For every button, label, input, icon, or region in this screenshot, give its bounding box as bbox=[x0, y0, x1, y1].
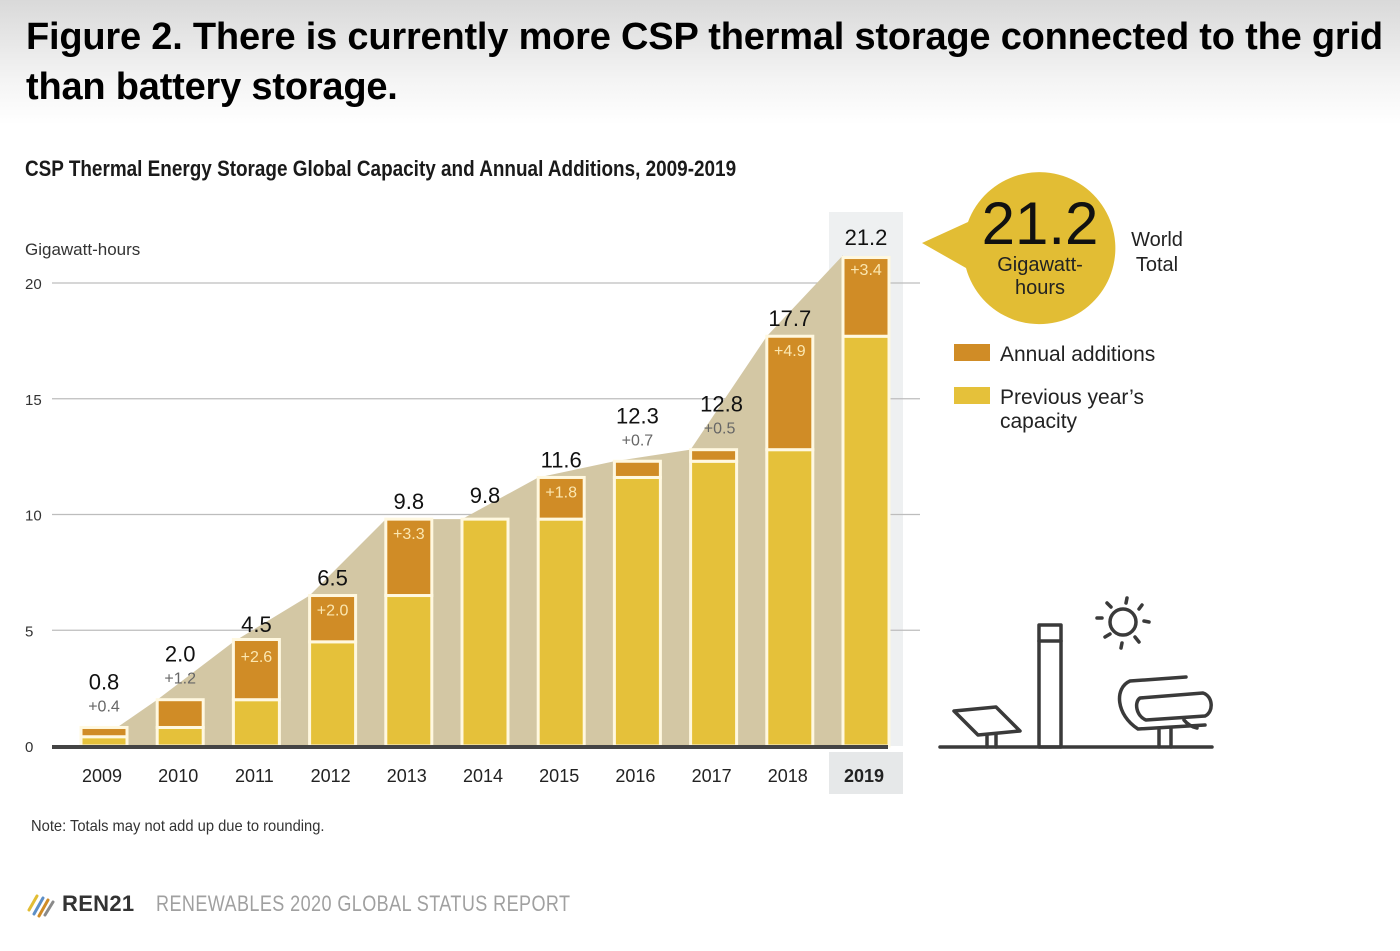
bar-previous-2013 bbox=[384, 594, 434, 748]
legend-label-previous-line2: capacity bbox=[1000, 410, 1078, 433]
sun-icon bbox=[1095, 596, 1151, 650]
total-label-2015: 11.6 bbox=[541, 447, 582, 472]
bar-addition-2013 bbox=[384, 517, 434, 598]
footer-brand: REN21 bbox=[62, 891, 135, 916]
x-tick-label-2017: 2017 bbox=[692, 766, 732, 786]
bar-addition-2017 bbox=[689, 448, 739, 463]
total-label-2014: 9.8 bbox=[470, 483, 501, 508]
x-tick-label-2012: 2012 bbox=[311, 766, 351, 786]
addition-label-2011: +2.6 bbox=[241, 649, 273, 666]
x-tick-label-2013: 2013 bbox=[387, 766, 427, 786]
addition-label-2013: +3.3 bbox=[393, 526, 425, 543]
x-tick-label-2010: 2010 bbox=[158, 766, 198, 786]
legend: Annual additions Previous year’s capacit… bbox=[954, 343, 1155, 433]
legend-label-additions: Annual additions bbox=[1000, 343, 1155, 366]
y-tick-label-0: 0 bbox=[25, 739, 33, 756]
callout-label-line2: Total bbox=[1136, 254, 1178, 276]
callout-bubble bbox=[922, 172, 1116, 325]
y-tick-label-5: 5 bbox=[25, 623, 33, 640]
bar-previous-2016 bbox=[612, 475, 662, 748]
addition-label-2016: +0.7 bbox=[622, 432, 654, 449]
addition-label-2015: +1.8 bbox=[545, 484, 577, 501]
total-label-2019: 21.2 bbox=[845, 225, 888, 250]
bar-previous-2012 bbox=[308, 640, 358, 748]
legend-swatch-additions bbox=[954, 344, 990, 361]
parabolic-trough-icon bbox=[1117, 675, 1213, 749]
y-axis-label: Gigawatt-hours bbox=[25, 240, 140, 259]
world-total-callout: 21.2 Gigawatt- hours World Total bbox=[922, 172, 1183, 325]
bar-previous-2014 bbox=[460, 517, 510, 748]
bar-addition-2009 bbox=[79, 725, 129, 739]
legend-label-previous-line1: Previous year’s bbox=[1000, 386, 1144, 409]
footer-report-title: RENEWABLES 2020 GLOBAL STATUS REPORT bbox=[156, 891, 571, 916]
solar-panel-icon bbox=[952, 705, 1022, 749]
x-tick-label-2011: 2011 bbox=[235, 766, 274, 786]
total-label-2017: 12.8 bbox=[700, 392, 743, 417]
addition-label-2012: +2.0 bbox=[317, 603, 349, 620]
callout-label-line1: World bbox=[1131, 229, 1183, 251]
addition-label-2010: +1.2 bbox=[164, 671, 196, 688]
bar-previous-2018 bbox=[765, 448, 815, 748]
total-label-2018: 17.7 bbox=[768, 306, 811, 331]
y-tick-label-10: 10 bbox=[25, 508, 42, 525]
x-tick-label-2009: 2009 bbox=[82, 766, 122, 786]
bar-addition-2019 bbox=[841, 256, 891, 338]
total-label-2011: 4.5 bbox=[241, 612, 272, 637]
x-tick-label-2019: 2019 bbox=[844, 766, 884, 786]
bar-previous-2015 bbox=[536, 517, 586, 748]
data-labels: 0.8 +0.4 2.0 +1.2 4.5 +2.6 6.5 +2.0 9.8 +3.3 9.8 11… bbox=[88, 225, 887, 715]
x-axis-ticks: 2009 2010 2011 2012 2013 2014 2015 2016 2017 2018… bbox=[82, 766, 884, 786]
bar-previous-2010 bbox=[155, 725, 205, 748]
total-label-2010: 2.0 bbox=[165, 642, 196, 667]
addition-label-2019: +3.4 bbox=[850, 262, 882, 279]
bar-previous-2017 bbox=[689, 459, 739, 748]
bars bbox=[79, 256, 891, 748]
bar-addition-2016 bbox=[612, 459, 662, 479]
callout-unit-line2: hours bbox=[1015, 277, 1065, 299]
x-tick-label-2016: 2016 bbox=[615, 766, 655, 786]
y-axis-ticks: 0 5 10 15 20 bbox=[25, 276, 42, 756]
bar-addition-2018 bbox=[765, 334, 815, 452]
total-label-2013: 9.8 bbox=[394, 489, 425, 514]
chart-note: Note: Totals may not add up due to round… bbox=[31, 818, 325, 835]
figure-title: Figure 2. There is currently more CSP th… bbox=[26, 16, 1383, 108]
bar-addition-2010 bbox=[155, 698, 205, 729]
total-label-2012: 6.5 bbox=[317, 566, 348, 591]
x-tick-label-2015: 2015 bbox=[539, 766, 579, 786]
ren21-stripes-logo-icon bbox=[27, 894, 55, 918]
x-tick-label-2014: 2014 bbox=[463, 766, 503, 786]
callout-unit-line1: Gigawatt- bbox=[997, 254, 1083, 276]
chart-title: CSP Thermal Energy Storage Global Capaci… bbox=[25, 156, 737, 181]
bar-previous-2011 bbox=[231, 698, 281, 748]
callout-value: 21.2 bbox=[982, 190, 1099, 257]
addition-label-2017: +0.5 bbox=[704, 421, 736, 438]
highlight-tick-2019 bbox=[829, 752, 903, 794]
x-tick-label-2018: 2018 bbox=[768, 766, 808, 786]
total-label-2009: 0.8 bbox=[89, 669, 120, 694]
y-tick-label-15: 15 bbox=[25, 392, 42, 409]
y-tick-label-20: 20 bbox=[25, 276, 42, 293]
total-label-2016: 12.3 bbox=[616, 403, 659, 428]
bar-addition-2011 bbox=[231, 638, 281, 702]
legend-swatch-previous bbox=[954, 387, 990, 404]
addition-label-2009: +0.4 bbox=[88, 698, 120, 715]
bar-previous-2019 bbox=[841, 334, 891, 748]
solar-tower-icon bbox=[1037, 623, 1063, 749]
bar-addition-2012 bbox=[308, 594, 358, 644]
footer: REN21 RENEWABLES 2020 GLOBAL STATUS REPO… bbox=[26, 890, 662, 918]
addition-label-2018: +4.9 bbox=[774, 343, 806, 360]
bar-addition-2015 bbox=[536, 475, 586, 521]
